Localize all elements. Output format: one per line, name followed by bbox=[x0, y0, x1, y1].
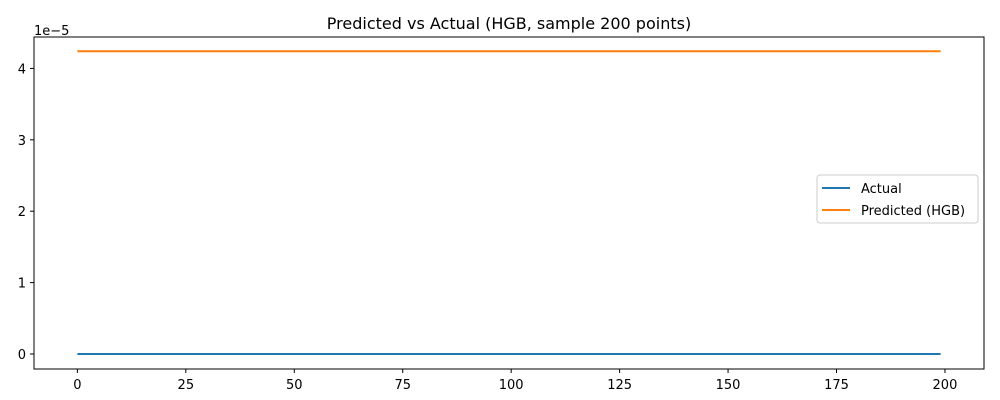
plot-area-frame bbox=[33, 36, 985, 370]
x-tick-label: 25 bbox=[178, 378, 195, 393]
x-tick-label: 125 bbox=[607, 378, 632, 393]
x-tick-label: 50 bbox=[286, 378, 303, 393]
y-tick-label: 2 bbox=[18, 205, 26, 220]
chart-title: Predicted vs Actual (HGB, sample 200 poi… bbox=[327, 14, 691, 33]
y-tick-label: 4 bbox=[18, 62, 26, 77]
x-tick-label: 175 bbox=[824, 378, 849, 393]
legend-label-predicted: Predicted (HGB) bbox=[861, 204, 965, 219]
y-tick-label: 0 bbox=[18, 348, 26, 363]
series-layer bbox=[77, 50, 941, 356]
y-tick-label: 3 bbox=[18, 134, 26, 149]
x-axis-ticks: 0 25 50 75 100 125 150 175 200 bbox=[73, 369, 957, 393]
y-offset-label: 1e−5 bbox=[34, 24, 69, 39]
legend-box bbox=[816, 174, 979, 224]
y-tick-label: 1 bbox=[18, 277, 26, 292]
x-tick-label: 150 bbox=[716, 378, 741, 393]
y-axis-ticks: 0 1 2 3 4 bbox=[18, 62, 34, 363]
x-tick-label: 0 bbox=[73, 378, 81, 393]
x-tick-label: 75 bbox=[394, 378, 411, 393]
x-tick-label: 100 bbox=[499, 378, 524, 393]
legend: Actual Predicted (HGB) bbox=[816, 174, 979, 224]
legend-label-actual: Actual bbox=[861, 182, 902, 197]
x-tick-label: 200 bbox=[933, 378, 958, 393]
